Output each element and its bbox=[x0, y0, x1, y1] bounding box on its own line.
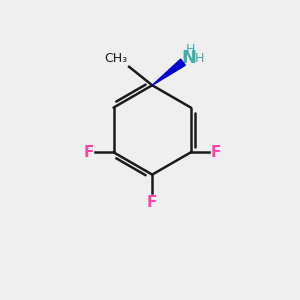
Text: N: N bbox=[182, 49, 197, 67]
Text: CH₃: CH₃ bbox=[104, 52, 128, 65]
Text: F: F bbox=[147, 195, 158, 210]
Polygon shape bbox=[152, 59, 185, 85]
Text: H: H bbox=[186, 43, 195, 56]
Text: F: F bbox=[211, 145, 221, 160]
Text: F: F bbox=[83, 145, 94, 160]
Text: H: H bbox=[194, 52, 204, 65]
